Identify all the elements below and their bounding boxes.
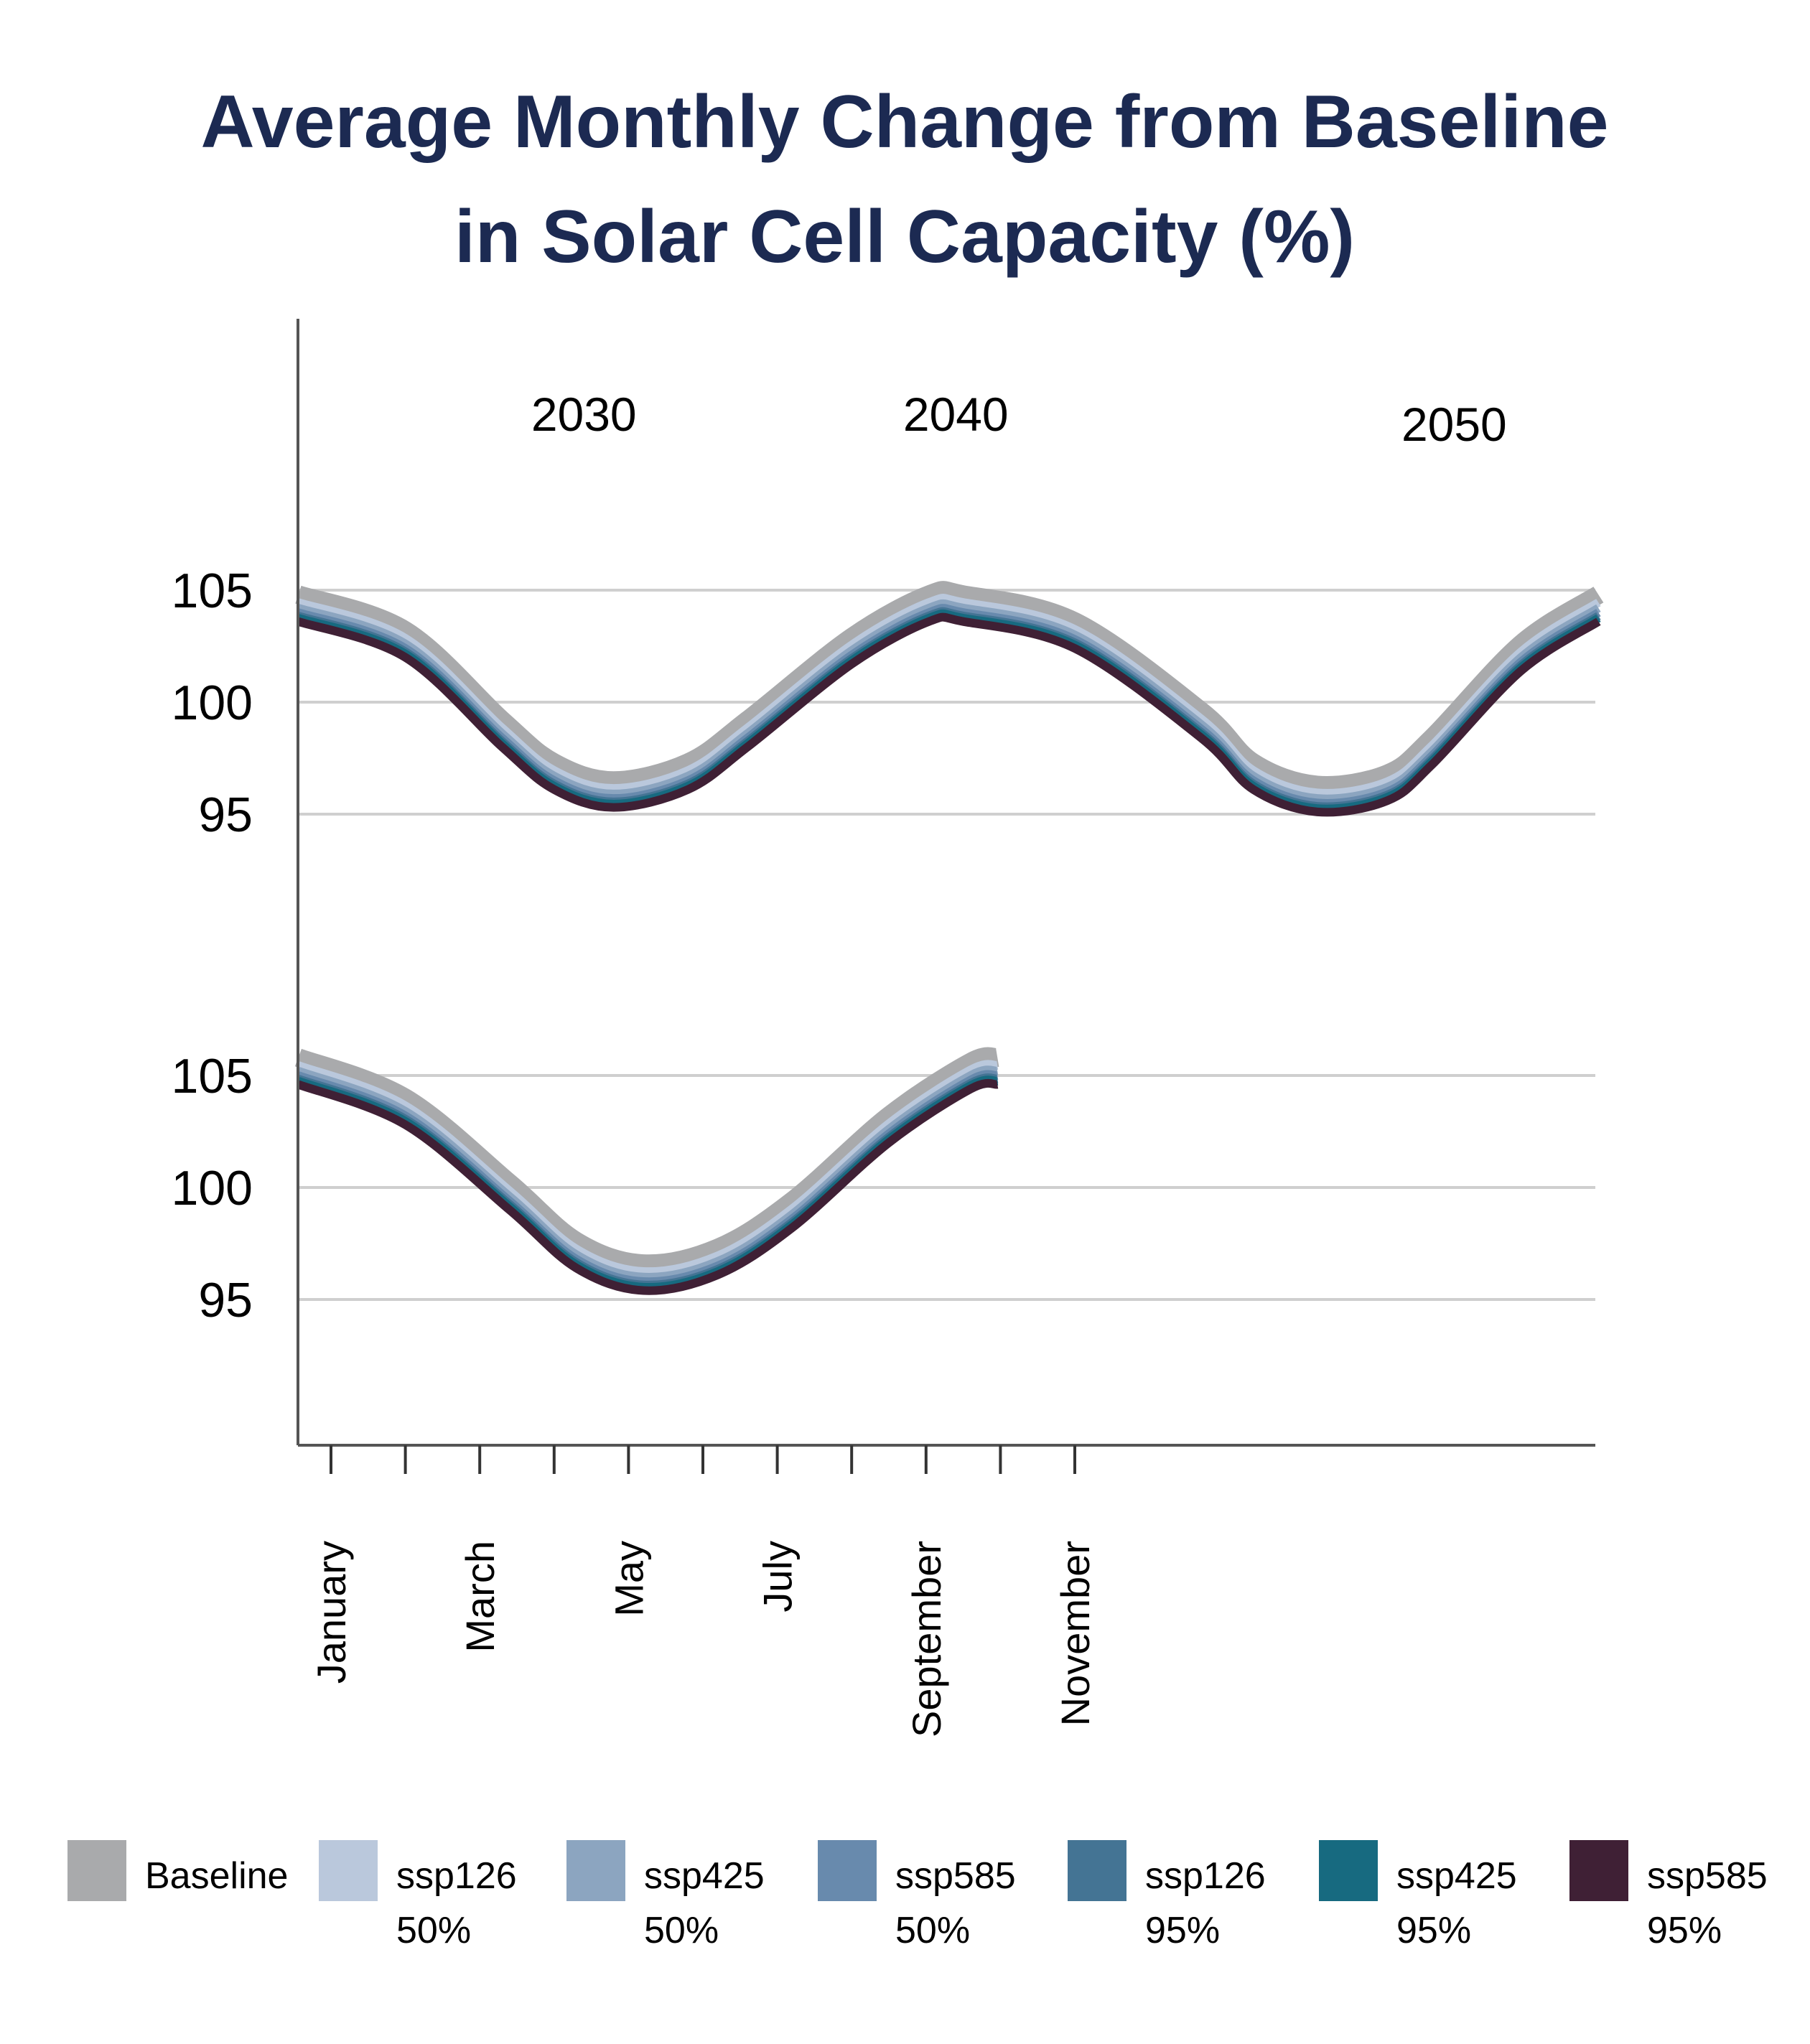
legend-swatch (818, 1840, 877, 1901)
x-tick-label: March (457, 1541, 503, 1653)
legend-swatch (67, 1840, 126, 1901)
x-tick-label: November (1053, 1541, 1098, 1726)
legend-label: ssp126 (396, 1855, 517, 1897)
x-tick-label: January (309, 1541, 354, 1684)
legend-label-line2: 50% (396, 1910, 471, 1951)
legend-swatch (1319, 1840, 1378, 1901)
legend-label: ssp425 (1396, 1855, 1517, 1897)
series-line-baseline-top (295, 581, 1604, 795)
y-tick-label: 100 (172, 676, 253, 730)
x-tick-label: September (904, 1541, 949, 1737)
legend-label: ssp425 (644, 1855, 765, 1897)
y-tick-label: 95 (198, 788, 253, 842)
legend-item: ssp425 95% (1319, 1840, 1517, 1951)
legend-item: ssp585 50% (818, 1840, 1016, 1951)
x-tick-label: July (755, 1541, 801, 1613)
axes: 95 100 105 95 100 105 January March May July Septe… (172, 319, 1595, 1737)
legend-swatch (1068, 1840, 1126, 1901)
legend-item: ssp425 50% (566, 1840, 765, 1951)
year-annotation: 2050 (1401, 398, 1507, 451)
legend-label: ssp585 (895, 1855, 1016, 1897)
legend-label-line2: 95% (1647, 1910, 1722, 1951)
x-tick-label: May (606, 1541, 651, 1617)
legend-item: Baseline (67, 1840, 288, 1901)
series-line-ssp585-95-top (297, 612, 1601, 817)
legend-label-line2: 50% (895, 1910, 970, 1951)
legend-label-line2: 95% (1396, 1910, 1471, 1951)
year-annotation: 2040 (903, 388, 1009, 441)
legend-label-line2: 95% (1145, 1910, 1220, 1951)
y-tick-label: 95 (198, 1273, 253, 1327)
series-lines (294, 581, 1604, 1295)
legend-item: ssp126 95% (1068, 1840, 1266, 1951)
year-annotation: 2030 (531, 388, 637, 441)
legend-swatch (1569, 1840, 1628, 1901)
chart-title-line-2: in Solar Cell Capacity (%) (454, 195, 1355, 279)
legend-label-line2: 50% (644, 1910, 719, 1951)
y-tick-label: 105 (172, 564, 253, 618)
legend-label: Baseline (145, 1855, 288, 1897)
legend-swatch (566, 1840, 625, 1901)
y-tick-label: 105 (172, 1049, 253, 1103)
y-tick-label: 100 (172, 1161, 253, 1215)
legend-label: ssp585 (1647, 1855, 1768, 1897)
series-line-ssp585-95-bottom (297, 1078, 999, 1295)
legend-item: ssp126 50% (319, 1840, 517, 1951)
legend-item: ssp585 95% (1569, 1840, 1768, 1951)
series-line-ssp126-50-top (297, 594, 1601, 798)
series-line-ssp126-50-bottom (297, 1060, 999, 1277)
legend: Baseline ssp12650%ssp42550%ssp58550%ssp12… (67, 1840, 1768, 1951)
chart-title-line-1: Average Monthly Change from Baseline (200, 80, 1608, 164)
series-line-baseline-bottom (294, 1047, 999, 1274)
legend-swatch (319, 1840, 378, 1901)
legend-label: ssp126 (1145, 1855, 1266, 1897)
